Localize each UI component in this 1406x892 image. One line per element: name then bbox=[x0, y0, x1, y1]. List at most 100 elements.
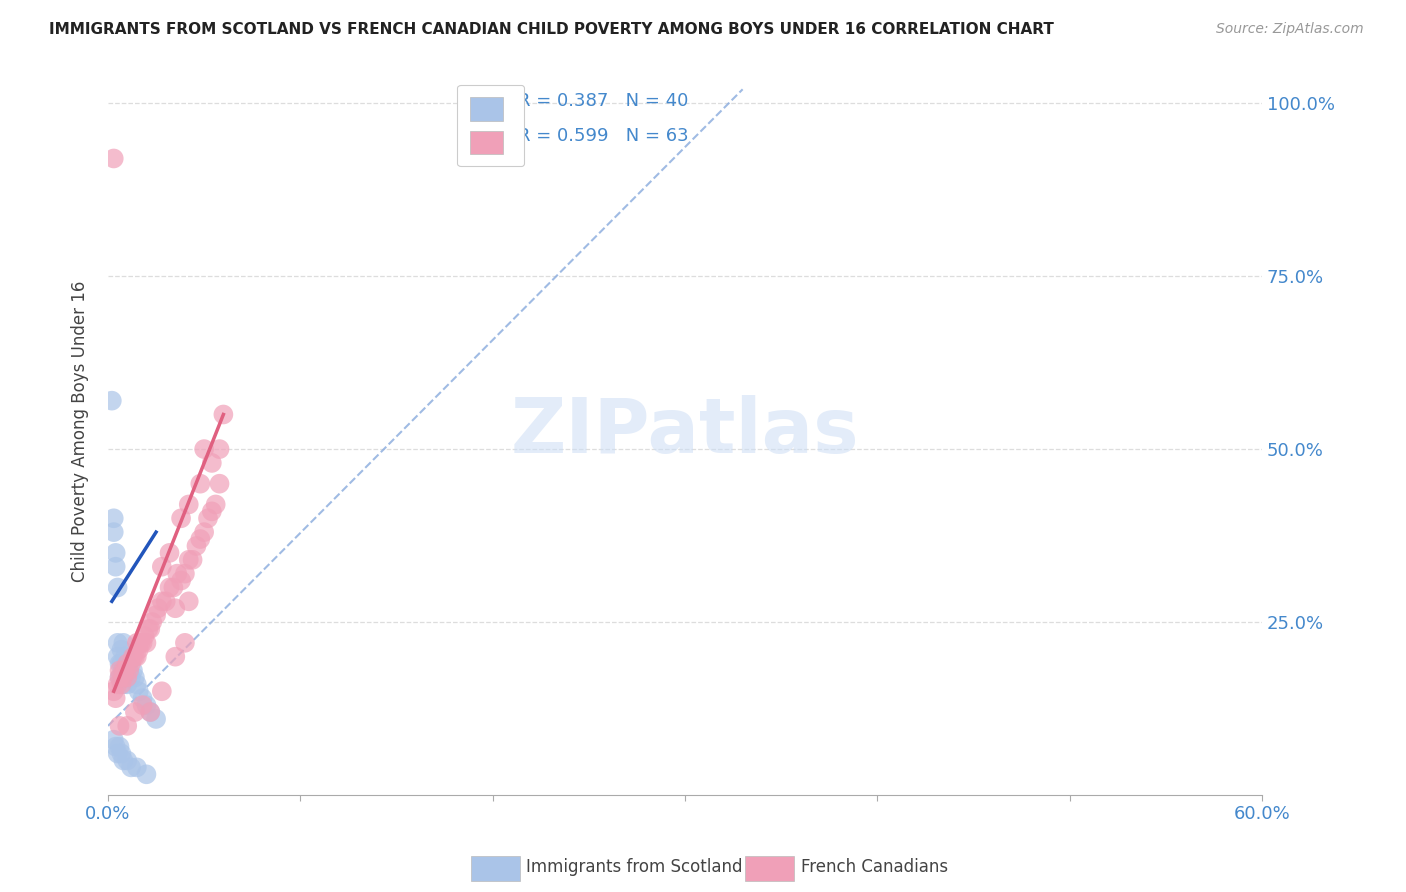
Point bbox=[170, 511, 193, 525]
Point bbox=[112, 636, 135, 650]
Point bbox=[204, 498, 226, 512]
Text: Source: ZipAtlas.com: Source: ZipAtlas.com bbox=[1216, 22, 1364, 37]
Point bbox=[177, 553, 200, 567]
Point bbox=[166, 566, 188, 581]
Point bbox=[135, 636, 157, 650]
Point bbox=[107, 649, 129, 664]
Point bbox=[208, 442, 231, 456]
Point bbox=[122, 664, 145, 678]
Point bbox=[118, 664, 141, 678]
Point bbox=[103, 511, 125, 525]
Point bbox=[150, 684, 173, 698]
Text: ZIPatlas: ZIPatlas bbox=[510, 395, 859, 469]
Y-axis label: Child Poverty Among Boys Under 16: Child Poverty Among Boys Under 16 bbox=[72, 281, 89, 582]
Point bbox=[112, 664, 135, 678]
Point bbox=[104, 559, 127, 574]
Point bbox=[197, 511, 219, 525]
Point bbox=[107, 581, 129, 595]
Point bbox=[124, 649, 146, 664]
Point bbox=[150, 594, 173, 608]
Point bbox=[115, 670, 138, 684]
Legend: , : , bbox=[457, 85, 524, 167]
Point bbox=[134, 629, 156, 643]
Point bbox=[131, 691, 153, 706]
Point bbox=[115, 657, 138, 671]
Point bbox=[188, 532, 211, 546]
Point bbox=[115, 754, 138, 768]
Point bbox=[150, 559, 173, 574]
Point bbox=[131, 698, 153, 712]
Point bbox=[115, 677, 138, 691]
Point bbox=[114, 664, 136, 678]
Point bbox=[128, 642, 150, 657]
Point bbox=[110, 670, 132, 684]
Point bbox=[159, 546, 181, 560]
Point bbox=[103, 732, 125, 747]
Point bbox=[162, 581, 184, 595]
Text: French Canadians: French Canadians bbox=[801, 858, 949, 876]
Point bbox=[129, 636, 152, 650]
Text: IMMIGRANTS FROM SCOTLAND VS FRENCH CANADIAN CHILD POVERTY AMONG BOYS UNDER 16 CO: IMMIGRANTS FROM SCOTLAND VS FRENCH CANAD… bbox=[49, 22, 1054, 37]
Point bbox=[212, 408, 235, 422]
Text: R = 0.387   N = 40: R = 0.387 N = 40 bbox=[517, 92, 688, 110]
Point bbox=[108, 664, 131, 678]
Point bbox=[112, 754, 135, 768]
Point bbox=[101, 393, 124, 408]
Point bbox=[201, 504, 224, 518]
Point bbox=[115, 719, 138, 733]
Point bbox=[110, 677, 132, 691]
Text: Immigrants from Scotland: Immigrants from Scotland bbox=[526, 858, 742, 876]
Text: R = 0.599   N = 63: R = 0.599 N = 63 bbox=[517, 127, 689, 145]
Point bbox=[139, 705, 162, 719]
Point bbox=[104, 739, 127, 754]
Point bbox=[125, 677, 148, 691]
Point bbox=[188, 476, 211, 491]
Point bbox=[159, 581, 181, 595]
Point bbox=[138, 622, 160, 636]
Point bbox=[108, 739, 131, 754]
Point bbox=[125, 636, 148, 650]
Point bbox=[125, 760, 148, 774]
Point bbox=[110, 642, 132, 657]
Point bbox=[107, 747, 129, 761]
Point bbox=[165, 649, 187, 664]
Point bbox=[108, 657, 131, 671]
Point bbox=[118, 664, 141, 678]
Point bbox=[155, 594, 177, 608]
Point bbox=[115, 657, 138, 671]
Point bbox=[139, 622, 162, 636]
Point bbox=[108, 719, 131, 733]
Point bbox=[135, 767, 157, 781]
Point bbox=[110, 657, 132, 671]
Point bbox=[165, 601, 187, 615]
Point bbox=[114, 649, 136, 664]
Point bbox=[186, 539, 208, 553]
Point bbox=[114, 670, 136, 684]
Point bbox=[141, 615, 163, 629]
Point bbox=[145, 608, 167, 623]
Point bbox=[110, 747, 132, 761]
Point bbox=[120, 760, 142, 774]
Point bbox=[124, 705, 146, 719]
Point bbox=[103, 525, 125, 540]
Point bbox=[104, 546, 127, 560]
Point bbox=[145, 712, 167, 726]
Point bbox=[122, 649, 145, 664]
Point bbox=[177, 594, 200, 608]
Point bbox=[174, 636, 197, 650]
Point bbox=[104, 691, 127, 706]
Point bbox=[124, 670, 146, 684]
Point bbox=[120, 670, 142, 684]
Point bbox=[112, 677, 135, 691]
Point bbox=[170, 574, 193, 588]
Point bbox=[135, 698, 157, 712]
Point bbox=[201, 456, 224, 470]
Point bbox=[120, 657, 142, 671]
Point bbox=[103, 152, 125, 166]
Point bbox=[103, 684, 125, 698]
Point bbox=[193, 442, 215, 456]
Point bbox=[193, 525, 215, 540]
Point bbox=[112, 664, 135, 678]
Point bbox=[112, 670, 135, 684]
Point bbox=[108, 670, 131, 684]
